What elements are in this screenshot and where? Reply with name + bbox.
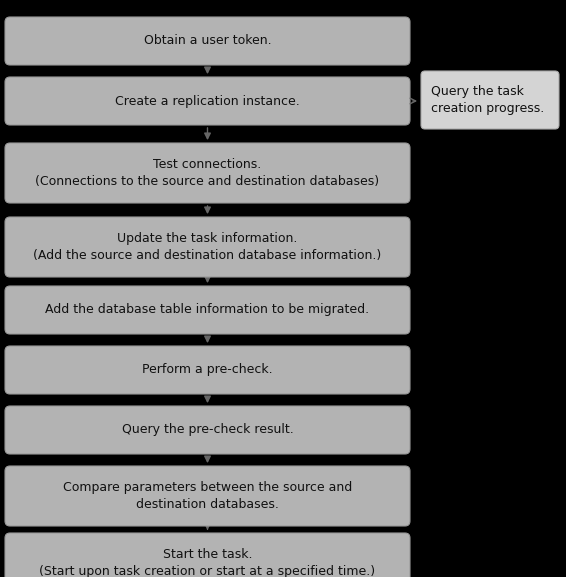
FancyBboxPatch shape: [5, 533, 410, 577]
Text: Perform a pre-check.: Perform a pre-check.: [142, 364, 273, 377]
FancyBboxPatch shape: [5, 286, 410, 334]
Text: Update the task information.
(Add the source and destination database informatio: Update the task information. (Add the so…: [33, 232, 381, 262]
Text: Add the database table information to be migrated.: Add the database table information to be…: [45, 304, 370, 317]
FancyBboxPatch shape: [5, 217, 410, 277]
FancyBboxPatch shape: [5, 143, 410, 203]
FancyBboxPatch shape: [5, 346, 410, 394]
FancyBboxPatch shape: [421, 71, 559, 129]
Text: Query the pre-check result.: Query the pre-check result.: [122, 424, 293, 436]
Text: Start the task.
(Start upon task creation or start at a specified time.): Start the task. (Start upon task creatio…: [40, 548, 376, 577]
Text: Obtain a user token.: Obtain a user token.: [144, 35, 271, 47]
FancyBboxPatch shape: [5, 17, 410, 65]
Text: Test connections.
(Connections to the source and destination databases): Test connections. (Connections to the so…: [36, 158, 380, 188]
FancyBboxPatch shape: [5, 406, 410, 454]
Text: Create a replication instance.: Create a replication instance.: [115, 95, 300, 107]
Text: Query the task
creation progress.: Query the task creation progress.: [431, 85, 544, 115]
Text: Compare parameters between the source and
destination databases.: Compare parameters between the source an…: [63, 481, 352, 511]
FancyBboxPatch shape: [5, 77, 410, 125]
FancyBboxPatch shape: [5, 466, 410, 526]
